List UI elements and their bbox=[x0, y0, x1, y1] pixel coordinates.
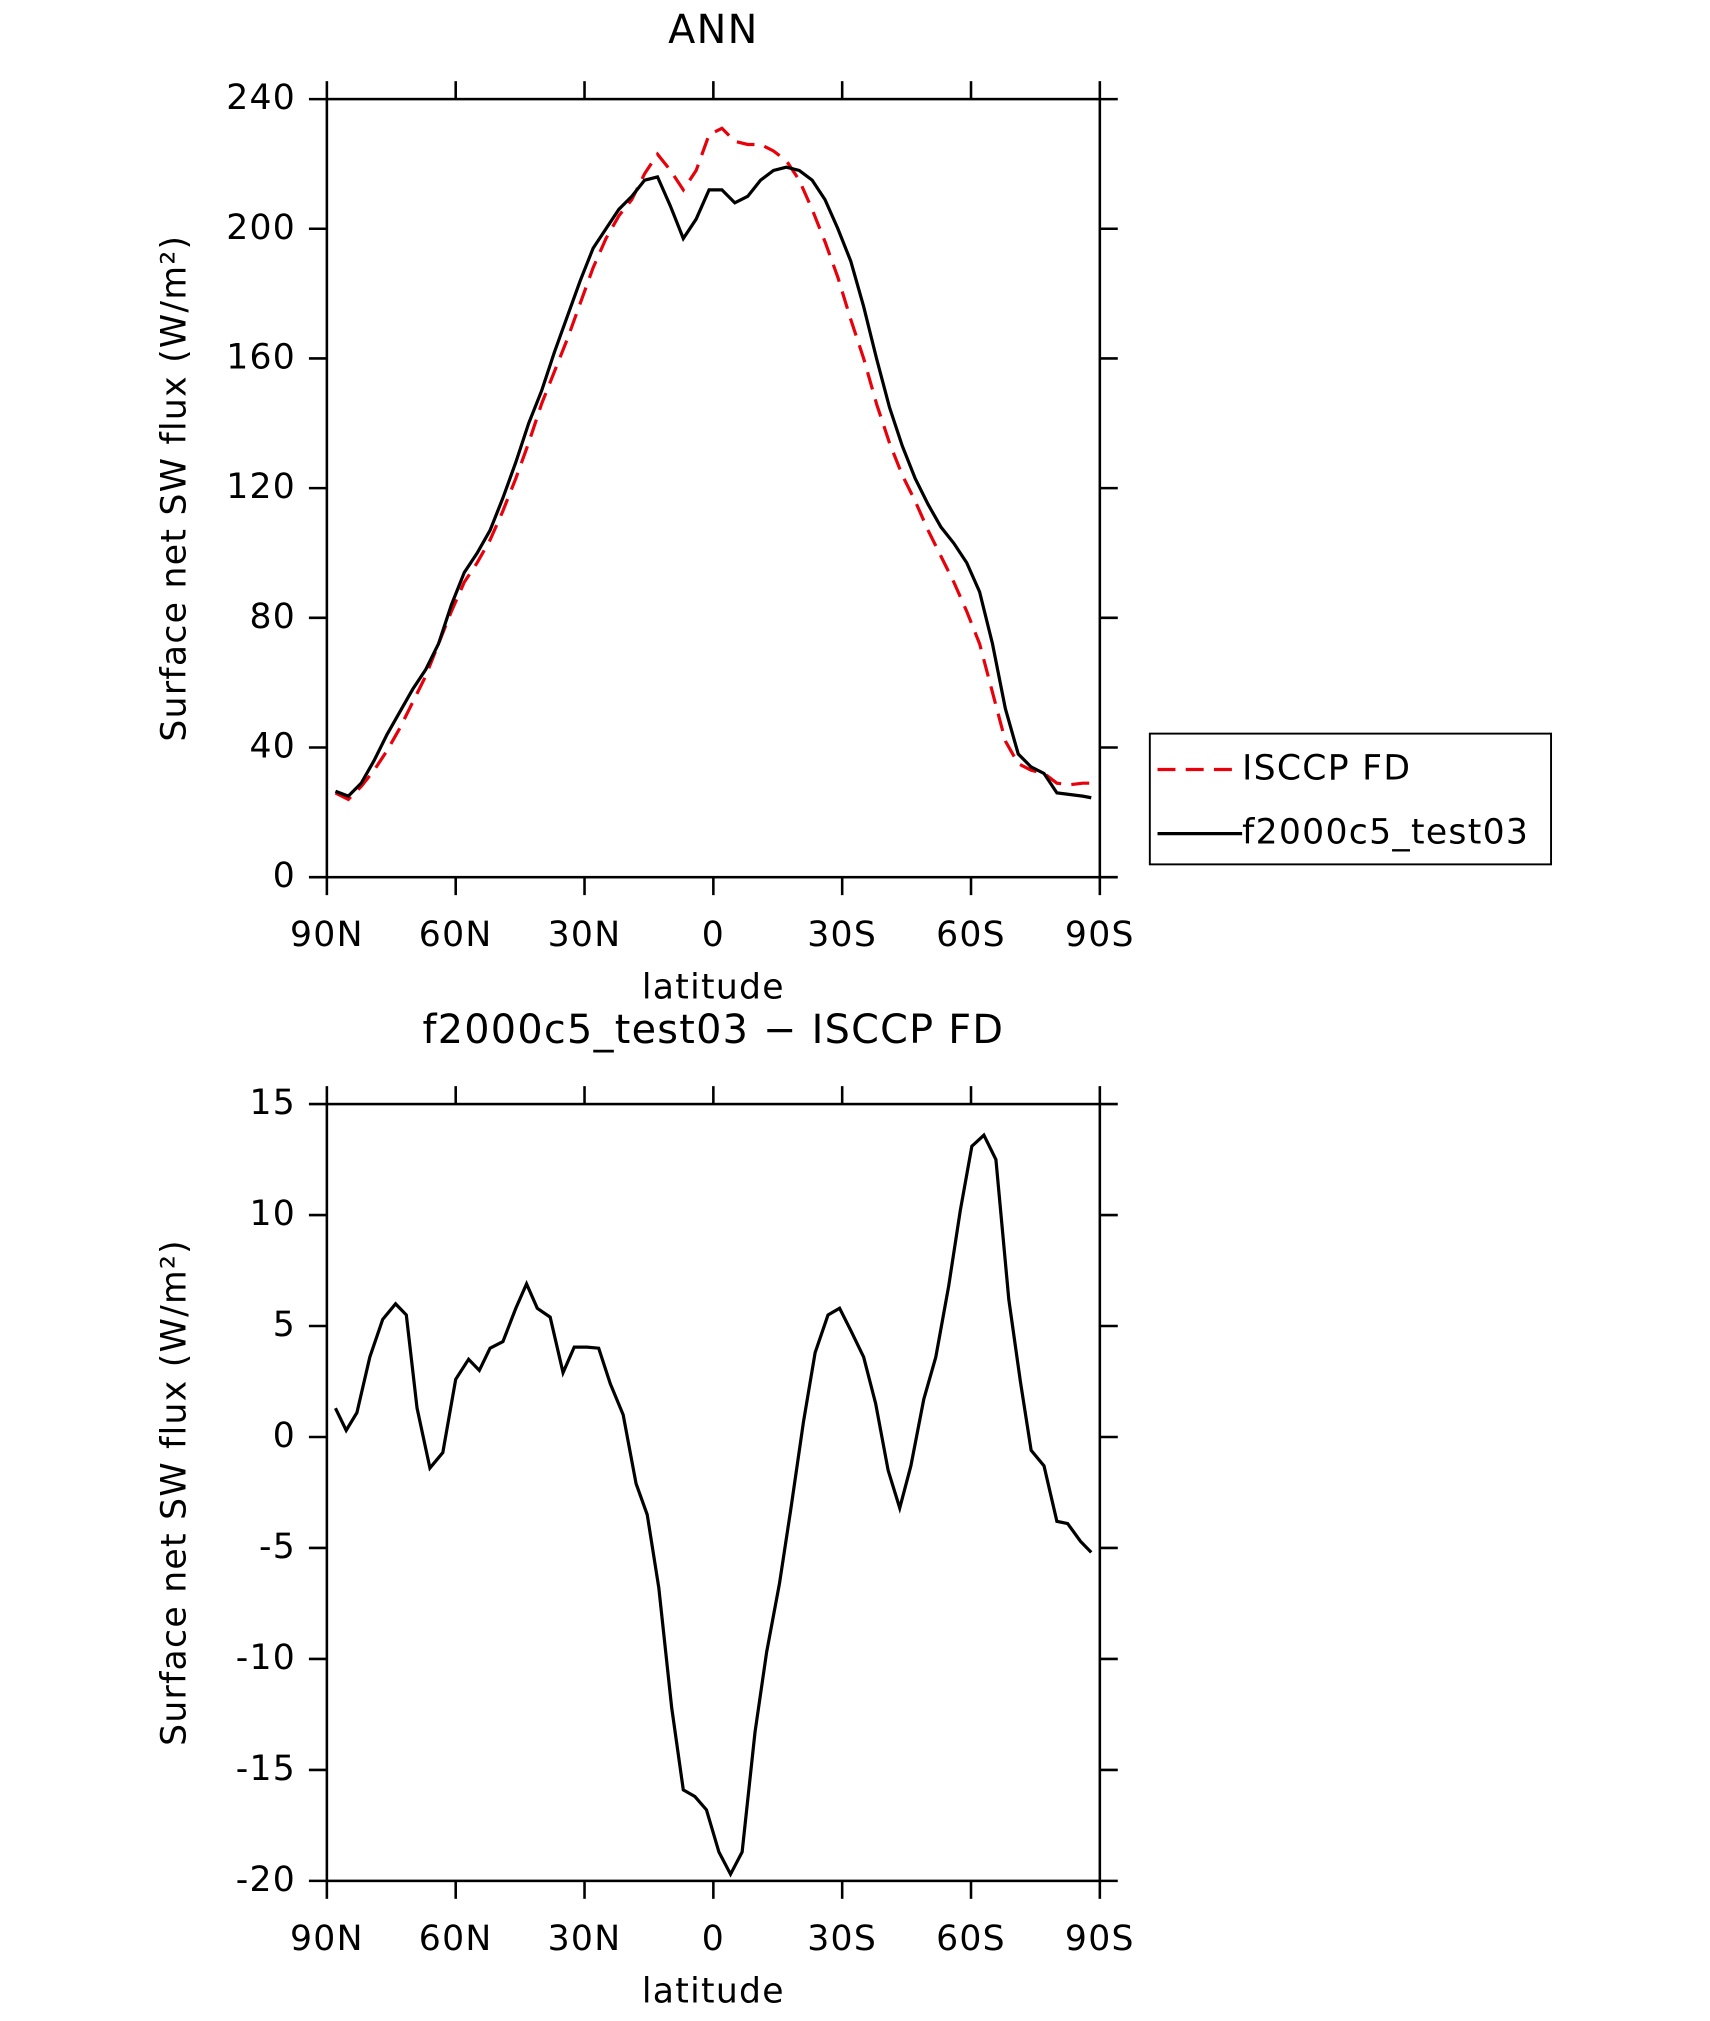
plot-frame bbox=[325, 97, 1102, 879]
y-tick-label: 80 bbox=[250, 597, 297, 637]
x-tick-label: 90S bbox=[1065, 1919, 1135, 1959]
x-tick-label: 0 bbox=[702, 1919, 725, 1959]
legend-label: f2000c5_test03 bbox=[1242, 813, 1529, 853]
data-line bbox=[334, 126, 1092, 802]
x-tick-label: 90N bbox=[290, 915, 364, 955]
chart-title: f2000c5_test03 − ISCCP FD bbox=[422, 1007, 1004, 1053]
x-axis-label: latitude bbox=[642, 1971, 785, 2011]
y-tick-label: 5 bbox=[273, 1305, 296, 1345]
y-tick-label: 160 bbox=[226, 337, 296, 377]
y-tick-label: 15 bbox=[250, 1083, 297, 1123]
x-tick-label: 30N bbox=[548, 915, 622, 955]
y-tick-label: 200 bbox=[226, 208, 296, 248]
y-tick-label: -5 bbox=[259, 1527, 296, 1567]
x-tick-label: 30N bbox=[548, 1919, 622, 1959]
y-axis-label: Surface net SW flux (W/m²) bbox=[155, 235, 195, 742]
x-tick-label: 60N bbox=[419, 915, 493, 955]
legend-label: ISCCP FD bbox=[1242, 749, 1411, 789]
legend-box bbox=[1148, 732, 1553, 866]
x-tick-label: 30S bbox=[807, 1919, 877, 1959]
y-tick-label: 240 bbox=[226, 78, 296, 118]
data-line bbox=[334, 1132, 1093, 1878]
y-tick-label: 10 bbox=[250, 1194, 297, 1234]
x-axis-label: latitude bbox=[642, 968, 785, 1008]
x-tick-label: 0 bbox=[702, 915, 725, 955]
y-tick-label: -10 bbox=[236, 1638, 296, 1678]
y-tick-label: 120 bbox=[226, 467, 296, 507]
y-tick-label: -20 bbox=[236, 1860, 296, 1900]
chart-title: ANN bbox=[668, 7, 758, 53]
x-tick-label: 90S bbox=[1065, 915, 1135, 955]
y-tick-label: 0 bbox=[273, 856, 296, 896]
data-line bbox=[334, 165, 1092, 800]
x-tick-label: 30S bbox=[807, 915, 877, 955]
plot-frame bbox=[325, 1102, 1102, 1883]
y-axis-label: Surface net SW flux (W/m²) bbox=[155, 1239, 195, 1746]
x-tick-label: 60S bbox=[936, 915, 1006, 955]
x-tick-label: 60N bbox=[419, 1919, 493, 1959]
x-tick-label: 90N bbox=[290, 1919, 364, 1959]
y-tick-label: -15 bbox=[236, 1749, 296, 1789]
y-tick-label: 0 bbox=[273, 1416, 296, 1456]
x-tick-label: 60S bbox=[936, 1919, 1006, 1959]
y-tick-label: 40 bbox=[250, 727, 297, 767]
